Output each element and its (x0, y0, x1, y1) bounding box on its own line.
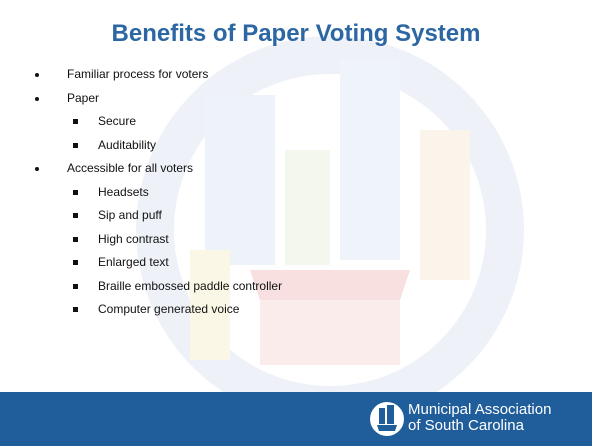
bullet-list: Familiar process for voters Paper Secure Au… (0, 63, 560, 322)
bullet-item: Familiar process for voters (0, 63, 560, 87)
bullet-text: High contrast (98, 231, 169, 246)
bullet-text: Braille embossed paddle controller (98, 278, 283, 293)
bullet-marker (35, 167, 39, 171)
org-name: Municipal Association of South Carolina (408, 402, 551, 434)
bullet-text: Enlarged text (98, 255, 169, 269)
org-name-line: of South Carolina (408, 417, 524, 434)
sub-bullet-item: Auditability (0, 134, 560, 158)
bullet-marker (73, 283, 78, 289)
bullet-marker (35, 96, 39, 101)
bullet-marker (35, 73, 39, 77)
bullet-marker (73, 119, 78, 124)
bullet-marker (73, 307, 78, 312)
bullet-text: Computer generated voice (98, 302, 240, 316)
sub-bullet-item: Braille embossed paddle controller (0, 275, 560, 299)
bullet-text: Accessible for all voters (67, 161, 194, 175)
watermark (136, 36, 524, 392)
sub-bullet-item: Enlarged text (0, 251, 560, 275)
bullet-item: Accessible for all voters (0, 157, 560, 181)
sub-bullet-item: Computer generated voice (0, 298, 560, 322)
bullet-text: Secure (98, 114, 137, 128)
org-name-line: Municipal Association (408, 401, 552, 418)
bullet-text: Headsets (98, 184, 149, 199)
bullet-item: Paper (0, 87, 560, 111)
org-logo (370, 402, 404, 436)
bullet-marker (73, 260, 78, 265)
bullet-marker (73, 236, 78, 242)
bullet-text: Sip and puff (98, 208, 162, 222)
bullet-marker (73, 189, 78, 195)
sub-bullet-item: Headsets (0, 181, 560, 205)
footer-bar: Municipal Association of South Carolina (0, 392, 592, 446)
slide-title: Benefits of Paper Voting System (111, 20, 481, 47)
bullet-marker (73, 142, 78, 148)
bullet-text: Familiar process for voters (67, 67, 209, 81)
bullet-marker (73, 213, 78, 218)
sub-bullet-item: High contrast (0, 228, 560, 252)
sub-bullet-item: Sip and puff (0, 204, 560, 228)
sub-bullet-item: Secure (0, 110, 560, 134)
bullet-text: Auditability (98, 137, 157, 152)
bullet-text: Paper (67, 90, 100, 105)
